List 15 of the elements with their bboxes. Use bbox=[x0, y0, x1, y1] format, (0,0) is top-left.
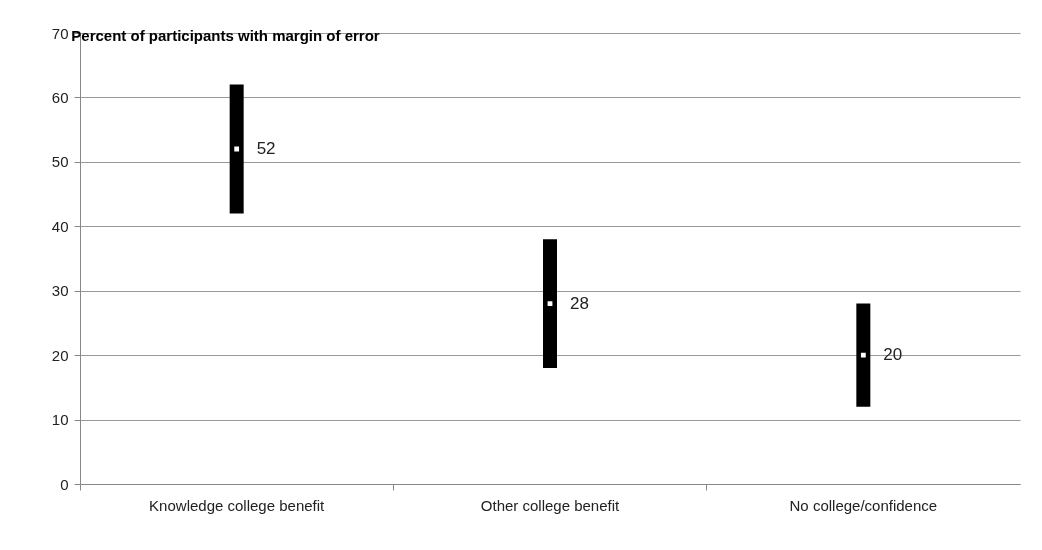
y-tick-label: 50 bbox=[51, 153, 69, 171]
y-tick-label: 60 bbox=[51, 88, 69, 106]
x-tick-label: Other college benefit bbox=[480, 496, 621, 514]
y-tick-label: 40 bbox=[51, 217, 69, 235]
y-tick-label: 20 bbox=[51, 346, 69, 364]
data-label: 28 bbox=[570, 293, 589, 313]
y-tick-label: 70 bbox=[51, 24, 69, 42]
chart-title: Percent of participants with margin of error bbox=[71, 27, 380, 44]
data-label: 52 bbox=[256, 138, 276, 158]
y-tick-label: 30 bbox=[51, 282, 69, 300]
y-tick-label: 0 bbox=[60, 475, 69, 493]
y-tick-label: 10 bbox=[51, 411, 69, 429]
x-tick-label: Knowledge college benefit bbox=[149, 496, 326, 514]
data-label: 20 bbox=[883, 345, 903, 365]
x-tick-label: No college/confidence bbox=[789, 496, 938, 514]
